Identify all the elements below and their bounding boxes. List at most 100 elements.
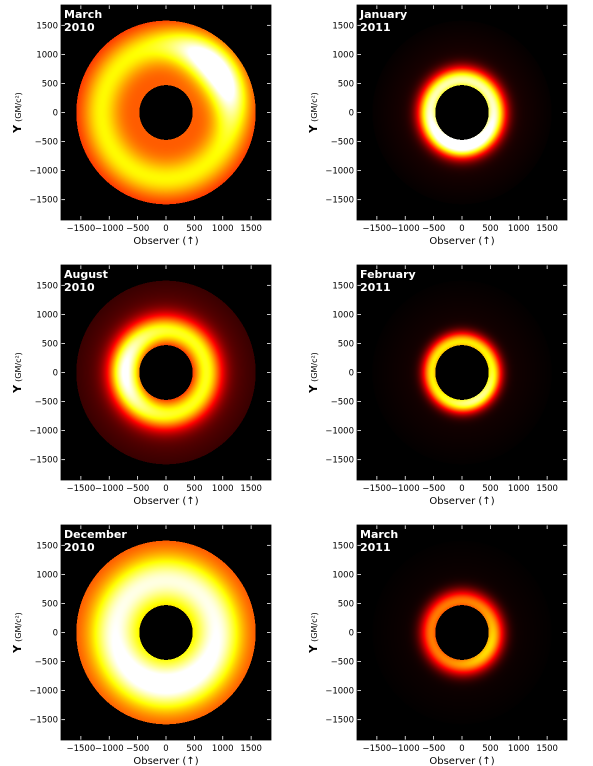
y-tick-label: −1000	[29, 427, 58, 437]
x-tick-label: 1000	[212, 484, 234, 494]
y-tick-label: −500	[35, 658, 58, 668]
x-tick-label: −500	[126, 744, 149, 754]
panel-label-month: March	[360, 528, 398, 541]
x-tick-label: 500	[186, 484, 202, 494]
x-tick-label: 1000	[212, 224, 234, 234]
x-axis-label: Observer (↑)	[429, 756, 494, 766]
y-axis-label: Y (GM/c²)	[11, 92, 24, 134]
disk-intensity-map	[61, 265, 271, 480]
y-tick-label: −500	[331, 398, 354, 408]
x-tick-label: 500	[482, 744, 498, 754]
panel-label-month: August	[64, 268, 108, 281]
panel-label-month: February	[360, 268, 416, 281]
x-tick-label: −500	[126, 484, 149, 494]
y-axis-label-unit: (GM/c²)	[310, 352, 319, 382]
panel-label-month: December	[64, 528, 127, 541]
x-tick-label: 500	[482, 224, 498, 234]
y-tick-label: 0	[53, 629, 58, 639]
y-axis-label-symbol: Y	[307, 644, 320, 654]
y-axis-label: Y (GM/c²)	[307, 92, 320, 134]
y-tick-label: 0	[349, 109, 354, 119]
x-tick-label: −1000	[95, 484, 124, 494]
x-tick-label: −1000	[95, 224, 124, 234]
y-axis-label-unit: (GM/c²)	[14, 612, 23, 642]
x-tick-label: 1000	[508, 744, 530, 754]
x-tick-label: −1500	[362, 744, 391, 754]
y-tick-label: −500	[331, 658, 354, 668]
y-tick-label: 1500	[332, 541, 354, 551]
panel-label-year: 2011	[360, 21, 391, 34]
x-tick-label: 1500	[240, 744, 262, 754]
x-tick-label: −1000	[391, 224, 420, 234]
panel-label-year: 2010	[64, 541, 95, 554]
plot-frame	[60, 264, 272, 481]
x-tick-label: 1500	[536, 224, 558, 234]
y-tick-label: 1000	[36, 310, 58, 320]
x-tick-label: 0	[163, 744, 168, 754]
y-axis-label-unit: (GM/c²)	[14, 352, 23, 382]
y-tick-label: 0	[349, 369, 354, 379]
x-tick-label: 1000	[508, 224, 530, 234]
y-tick-label: 1000	[36, 570, 58, 580]
x-axis-label: Observer (↑)	[133, 236, 198, 247]
y-axis-label-unit: (GM/c²)	[14, 92, 23, 122]
y-tick-label: 500	[338, 79, 354, 89]
x-tick-label: −1500	[66, 224, 95, 234]
x-tick-label: −500	[422, 224, 445, 234]
y-tick-label: −1000	[325, 427, 354, 437]
x-tick-label: −500	[422, 484, 445, 494]
y-tick-label: −500	[35, 138, 58, 148]
x-tick-label: 1500	[240, 484, 262, 494]
panel-label-month: January	[359, 8, 407, 21]
disk-intensity-map	[61, 5, 271, 220]
y-axis-label-symbol: Y	[11, 644, 24, 654]
y-tick-label: 1000	[332, 570, 354, 580]
y-tick-label: 500	[338, 599, 354, 609]
y-tick-label: 0	[349, 629, 354, 639]
plot-frame	[60, 4, 272, 221]
y-axis-label-unit: (GM/c²)	[310, 612, 319, 642]
plot-frame	[60, 524, 272, 741]
y-tick-label: 1500	[36, 21, 58, 31]
y-tick-label: 0	[53, 109, 58, 119]
y-tick-label: 1000	[332, 50, 354, 60]
y-tick-label: 0	[53, 369, 58, 379]
y-tick-label: 1500	[36, 541, 58, 551]
y-axis-label-symbol: Y	[307, 124, 320, 134]
x-tick-label: 0	[459, 224, 464, 234]
x-axis-label: Observer (↑)	[429, 496, 494, 507]
y-tick-label: −1000	[325, 167, 354, 177]
x-tick-label: 0	[163, 484, 168, 494]
y-tick-label: 500	[42, 79, 58, 89]
y-tick-label: −1500	[29, 716, 58, 726]
x-tick-label: 1000	[212, 744, 234, 754]
y-tick-label: −1500	[325, 196, 354, 206]
y-tick-label: 1000	[36, 50, 58, 60]
plot-frame	[356, 4, 568, 221]
plot-frame	[356, 524, 568, 741]
x-tick-label: 500	[482, 484, 498, 494]
y-tick-label: 1500	[36, 281, 58, 291]
x-tick-label: 1500	[240, 224, 262, 234]
y-tick-label: −500	[35, 398, 58, 408]
x-tick-label: −1000	[391, 744, 420, 754]
x-tick-label: −500	[422, 744, 445, 754]
x-tick-label: 1500	[536, 484, 558, 494]
x-tick-label: 0	[459, 484, 464, 494]
disk-intensity-map	[357, 265, 567, 480]
x-tick-label: 1000	[508, 484, 530, 494]
disk-intensity-map	[61, 525, 271, 740]
x-tick-label: −1000	[391, 484, 420, 494]
y-tick-label: 500	[338, 339, 354, 349]
panel-label-month: March	[64, 8, 102, 21]
x-tick-label: −1500	[362, 484, 391, 494]
x-tick-label: 1500	[536, 744, 558, 754]
